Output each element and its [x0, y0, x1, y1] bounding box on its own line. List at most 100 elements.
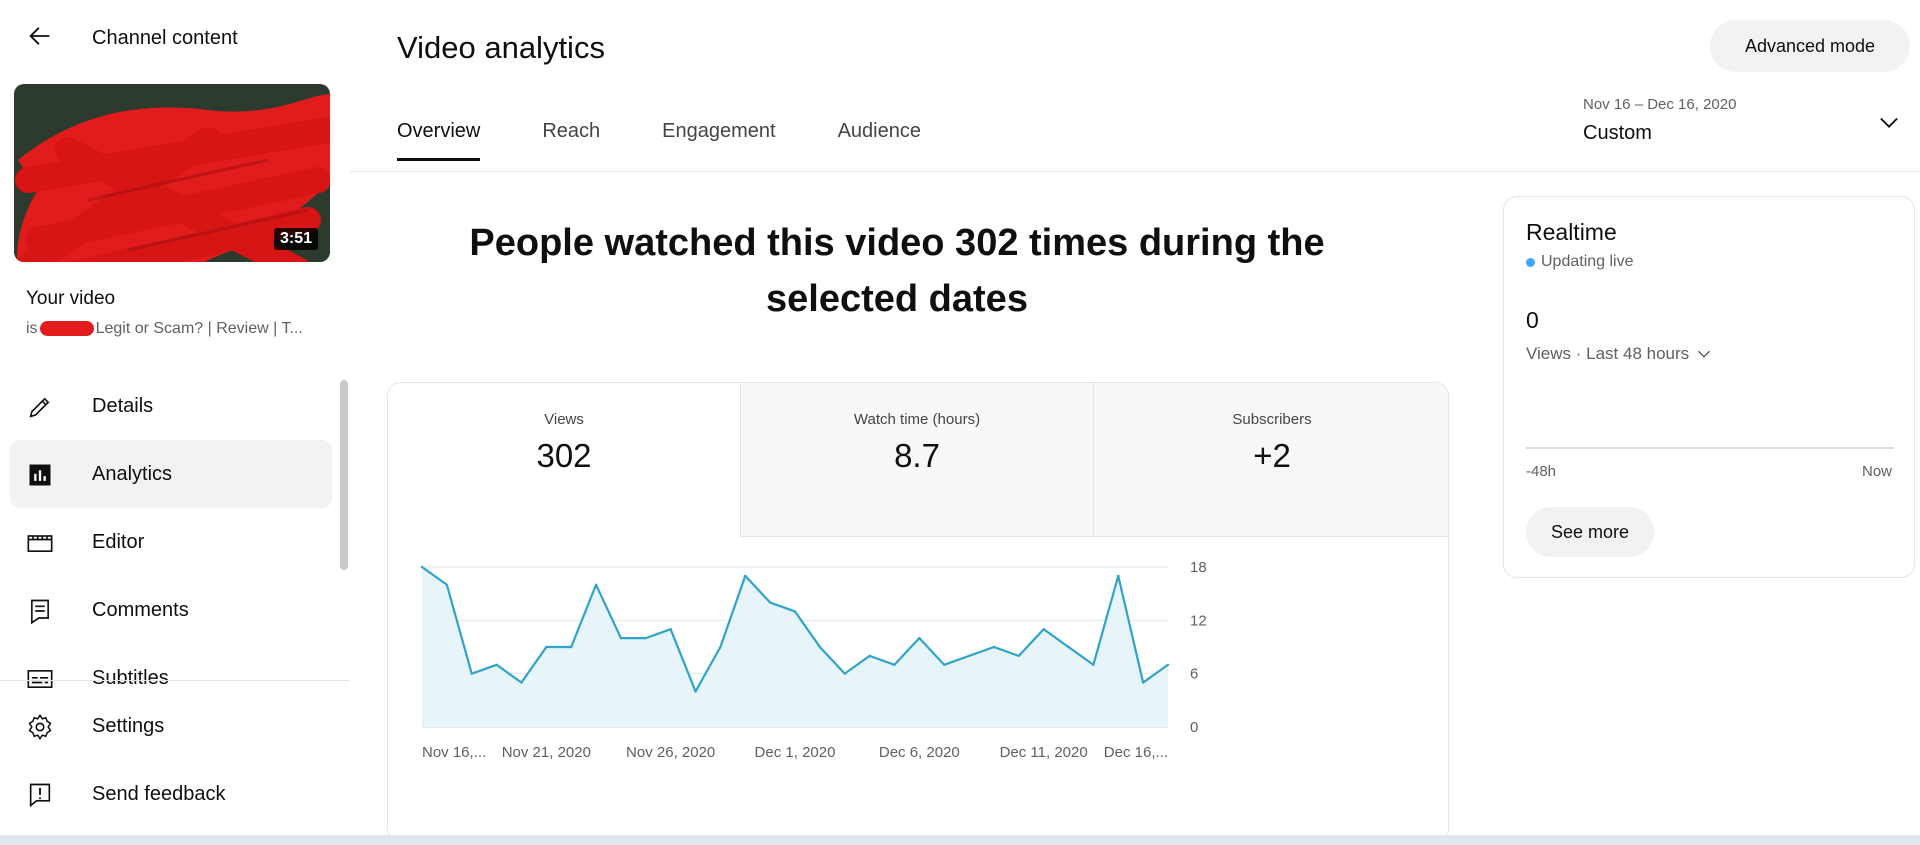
video-title-suffix: Legit or Scam? | Review | T...	[95, 320, 303, 337]
realtime-axis-start: -48h	[1526, 463, 1557, 480]
metric-value: 8.7	[894, 437, 940, 474]
advanced-mode-button[interactable]: Advanced mode	[1710, 20, 1910, 72]
analytics-icon	[29, 464, 51, 486]
views-line-chart: 0 6 12 18 Nov 16,... Nov 21, 2020 Nov 26, 2020…	[420, 559, 1207, 761]
data-point	[470, 672, 473, 675]
data-point	[1017, 654, 1020, 658]
data-point	[719, 645, 722, 649]
x-tick-label: Dec 11, 2020	[1000, 744, 1088, 761]
data-point	[619, 636, 623, 640]
sidebar-nav: Details Analytics Editor Comments Subtit…	[10, 372, 332, 712]
data-point	[644, 636, 647, 640]
chevron-down-icon	[1698, 350, 1711, 358]
data-point	[420, 565, 424, 569]
editor-icon	[27, 535, 53, 552]
sidebar-item-label: Analytics	[92, 462, 173, 485]
x-tick-label: Dec 1, 2020	[755, 744, 836, 761]
data-point	[793, 610, 797, 613]
comments-icon	[31, 599, 49, 625]
data-point	[843, 672, 846, 675]
data-point	[495, 663, 498, 666]
date-range-text: Nov 16 – Dec 16, 2020	[1583, 96, 1737, 113]
back-button[interactable]	[26, 22, 54, 50]
realtime-chart-baseline	[1526, 447, 1894, 449]
sidebar-item-editor[interactable]: Editor	[10, 508, 332, 576]
tab-engagement[interactable]: Engagement	[662, 120, 776, 142]
arrow-left-icon	[29, 27, 50, 45]
sidebar-item-label: Editor	[92, 530, 145, 553]
channel-content-title: Channel content	[92, 27, 238, 49]
sidebar-item-label: Send feedback	[92, 782, 226, 805]
subtitles-icon	[27, 670, 53, 688]
chevron-down-icon	[1880, 117, 1898, 128]
page-title: Video analytics	[397, 30, 605, 65]
analytics-tabs: Overview Reach Engagement Audience	[397, 120, 983, 161]
see-more-button[interactable]: See more	[1526, 507, 1654, 557]
data-point	[868, 654, 871, 658]
realtime-status: Updating live	[1526, 253, 1634, 271]
video-duration-badge: 3:51	[273, 228, 318, 250]
sidebar-item-details[interactable]: Details	[10, 372, 332, 440]
date-preset-text: Custom	[1583, 122, 1652, 144]
data-point	[1042, 628, 1045, 631]
realtime-title: Realtime	[1526, 219, 1617, 245]
redaction-scribble	[14, 94, 330, 262]
tab-audience[interactable]: Audience	[837, 120, 921, 142]
sidebar-item-label: Comments	[92, 598, 189, 621]
tab-overview[interactable]: Overview	[397, 120, 481, 161]
data-point	[594, 583, 598, 586]
redaction-mark	[39, 321, 94, 337]
sidebar-item-comments[interactable]: Comments	[10, 576, 332, 644]
data-point	[967, 654, 971, 658]
x-tick-label: Nov 26, 2020	[626, 744, 715, 761]
realtime-period-text: Views · Last 48 hours	[1526, 344, 1690, 363]
sidebar-item-label: Settings	[92, 714, 165, 737]
metric-watch-time-tab[interactable]: Watch time (hours) 8.7	[741, 383, 1094, 537]
feedback-icon	[29, 783, 51, 808]
data-point	[818, 645, 822, 649]
data-point	[1067, 645, 1070, 649]
x-tick-label: Nov 16,...	[422, 744, 486, 761]
sidebar: Channel content 3:51 Your video is Legit …	[0, 0, 350, 835]
realtime-status-text: Updating live	[1541, 253, 1634, 270]
realtime-period-dropdown[interactable]: Views · Last 48 hours	[1526, 343, 1715, 365]
metrics-card: Views 302 Watch time (hours) 8.7 Subscri…	[387, 382, 1449, 842]
sidebar-item-send-feedback[interactable]: Send feedback	[10, 760, 332, 828]
data-point	[943, 663, 946, 666]
sidebar-item-label: Details	[92, 394, 154, 417]
x-tick-label: Dec 6, 2020	[879, 744, 960, 761]
realtime-axis-end: Now	[1861, 463, 1892, 480]
y-tick-label: 0	[1190, 719, 1198, 736]
live-dot-icon	[1526, 257, 1535, 267]
sidebar-item-settings[interactable]: Settings	[10, 692, 332, 760]
metric-value: +2	[1253, 437, 1291, 474]
bottom-strip	[0, 835, 1920, 845]
metric-views-tab[interactable]: Views 302	[388, 383, 741, 537]
sidebar-item-analytics[interactable]: Analytics	[10, 440, 332, 508]
headline: People watched this video 302 times duri…	[469, 222, 1325, 320]
tab-reach[interactable]: Reach	[542, 120, 601, 142]
your-video-label: Your video	[26, 288, 116, 309]
sidebar-item-subtitles[interactable]: Subtitles	[10, 644, 332, 712]
y-tick-label: 12	[1190, 612, 1207, 629]
data-point	[992, 645, 996, 649]
video-title: is Legit or Scam? | Review | T...	[26, 320, 303, 338]
video-thumbnail[interactable]: 3:51	[14, 84, 330, 262]
pencil-icon	[29, 397, 50, 418]
data-point	[1166, 663, 1170, 666]
data-point	[1117, 574, 1120, 578]
data-point	[445, 583, 449, 586]
sidebar-scrollbar[interactable]	[340, 380, 348, 570]
data-point	[570, 645, 573, 649]
metric-value: 302	[536, 437, 592, 474]
y-tick-label: 18	[1190, 559, 1207, 576]
metric-subscribers-tab[interactable]: Subscribers +2	[1094, 383, 1448, 537]
data-point	[520, 681, 523, 684]
sidebar-item-label: Subtitles	[92, 666, 169, 689]
video-title-prefix: is	[26, 320, 38, 337]
data-point	[768, 601, 772, 604]
sidebar-divider	[0, 680, 350, 681]
x-tick-label: Nov 21, 2020	[502, 744, 591, 761]
data-point	[744, 574, 747, 578]
area-fill	[422, 567, 1168, 727]
